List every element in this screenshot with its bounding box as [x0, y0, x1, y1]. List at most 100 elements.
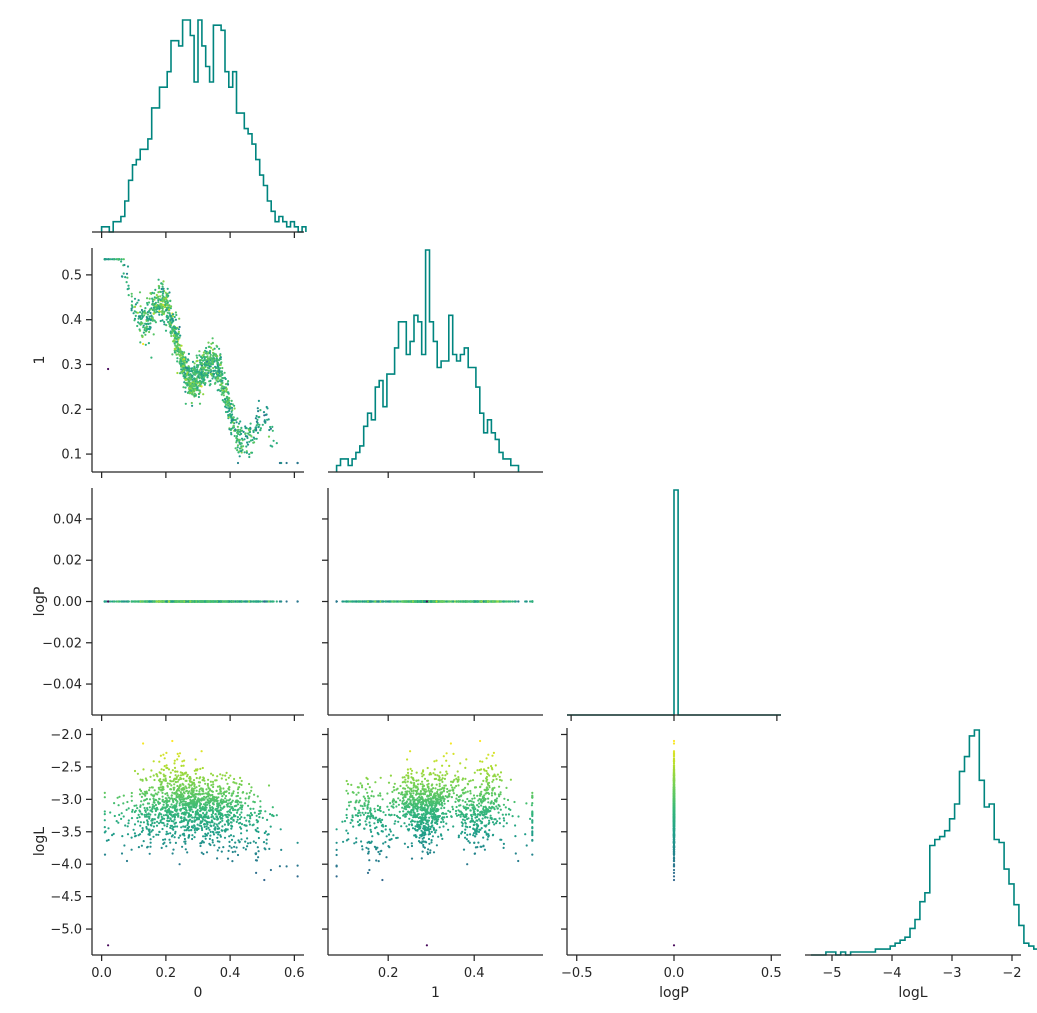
scatter-point [228, 428, 231, 431]
scatter-point [161, 827, 164, 831]
scatter-point [159, 290, 162, 293]
scatter-point [484, 600, 487, 603]
scatter-point [223, 398, 227, 401]
scatter-point [215, 379, 218, 382]
scatter-point [240, 783, 243, 787]
scatter-point [199, 844, 202, 848]
scatter-point [168, 782, 171, 785]
scatter-point [219, 354, 222, 357]
scatter-point [148, 789, 151, 792]
scatter-point [182, 600, 185, 603]
scatter-point [255, 428, 258, 431]
scatter-point [166, 311, 169, 314]
scatter-point [511, 600, 514, 603]
scatter-point [209, 830, 212, 834]
scatter-point [249, 439, 253, 442]
scatter-point [233, 407, 236, 410]
scatter-point [170, 784, 173, 787]
scatter-point [137, 813, 140, 817]
scatter-point [233, 404, 236, 407]
scatter-point [157, 284, 160, 288]
scatter-point [253, 441, 256, 444]
scatter-point [241, 600, 244, 603]
scatter-point [148, 317, 151, 320]
scatter-point [496, 600, 499, 603]
scatter-point [194, 831, 197, 834]
scatter-point [120, 852, 124, 855]
scatter-point [214, 369, 217, 372]
scatter-point [136, 301, 139, 304]
scatter-point [154, 813, 157, 816]
scatter-point [244, 802, 247, 805]
scatter-point [482, 600, 485, 603]
scatter-point [107, 367, 110, 371]
scatter-point [181, 845, 184, 848]
scatter-point [193, 382, 196, 385]
scatter-point [145, 322, 148, 326]
scatter-point [113, 258, 116, 261]
scatter-point [145, 325, 148, 328]
scatter-point [206, 376, 209, 379]
scatter-point [237, 422, 241, 425]
scatter-point [146, 297, 149, 300]
scatter-point [231, 403, 234, 406]
scatter-point [264, 830, 267, 833]
scatter-point [205, 346, 208, 350]
histogram-1 [335, 249, 520, 472]
scatter-point [491, 600, 494, 603]
scatter-point [248, 440, 251, 443]
scatter-point [220, 387, 223, 390]
histogram-logL [811, 729, 1037, 956]
scatter-point [191, 404, 194, 407]
scatter-point [137, 846, 140, 849]
scatter-point [157, 301, 160, 304]
scatter-point [166, 301, 169, 304]
scatter-point [237, 451, 240, 454]
scatter-point [209, 355, 212, 359]
scatter-point [246, 435, 249, 438]
scatter-point [182, 369, 185, 372]
scatter-point [226, 399, 229, 402]
scatter-point [232, 425, 235, 428]
scatter-point [159, 299, 162, 302]
scatter-point [258, 423, 261, 426]
scatter-point [148, 328, 151, 331]
scatter-point [174, 347, 177, 350]
scatter-point [529, 600, 532, 603]
scatter-point [236, 853, 240, 857]
scatter-point [161, 297, 164, 300]
scatter-point [210, 346, 213, 349]
scatter-point [170, 321, 173, 324]
scatter-point [144, 312, 147, 315]
scatter-point [268, 847, 271, 851]
scatter-point [169, 299, 172, 303]
scatter-point [269, 868, 272, 872]
scatter-point [164, 838, 167, 841]
scatter-point [212, 358, 215, 362]
scatter-point [179, 358, 182, 361]
scatter-point [193, 362, 196, 365]
scatter-point [206, 369, 209, 372]
scatter-point [103, 796, 106, 799]
scatter-point [227, 380, 230, 383]
scatter-point [177, 348, 180, 351]
scatter-point [165, 308, 168, 312]
scatter-point [242, 445, 245, 448]
scatter-point [397, 600, 400, 603]
scatter-point [162, 287, 165, 290]
scatter-point [155, 824, 159, 827]
scatter-point [137, 299, 140, 302]
scatter-point [199, 362, 203, 365]
scatter-point [155, 833, 158, 836]
scatter-point [157, 291, 160, 294]
scatter-point [229, 774, 232, 777]
scatter-point [153, 319, 156, 322]
scatter-point [214, 600, 217, 603]
scatter-point [445, 600, 448, 603]
scatter-point [248, 600, 251, 603]
scatter-point [171, 319, 174, 322]
scatter-point [255, 424, 258, 427]
scatter-point [231, 426, 235, 429]
scatter-point [267, 600, 271, 603]
